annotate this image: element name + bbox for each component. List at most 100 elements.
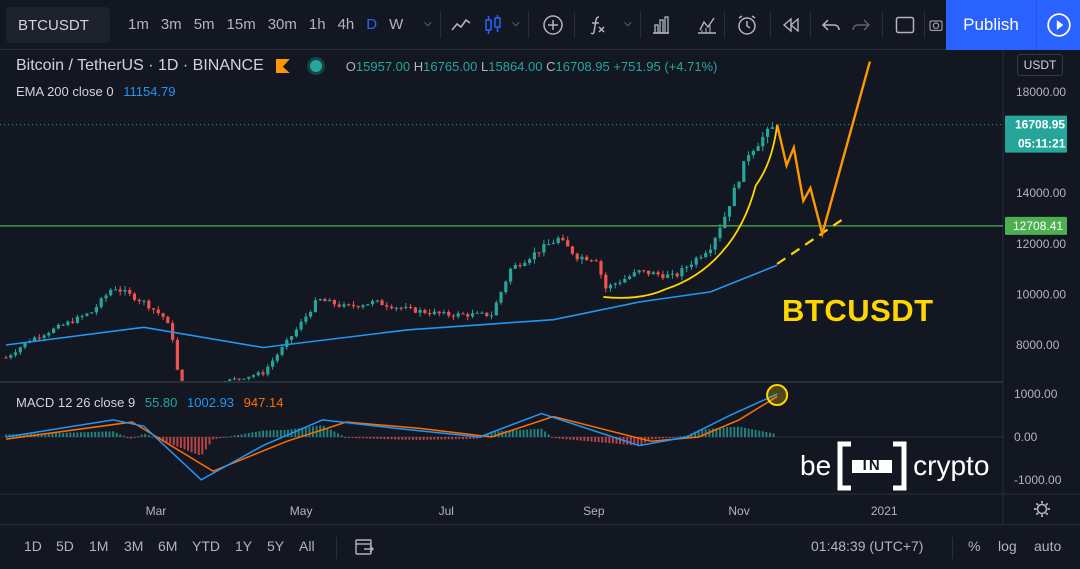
range-ytd[interactable]: YTD <box>192 538 220 554</box>
macd-histogram-bar <box>383 437 386 440</box>
candle-body <box>33 337 37 342</box>
candle-body <box>85 313 89 316</box>
parabolic-curve <box>603 124 778 299</box>
macd-histogram-bar <box>344 437 347 438</box>
clock-time[interactable]: 01:48:39 (UTC+7) <box>811 538 924 554</box>
candle-body <box>418 310 422 313</box>
macd-histogram-bar <box>83 432 86 437</box>
redo-icon[interactable] <box>846 9 876 41</box>
macd-histogram-bar <box>105 431 107 437</box>
camera-icon[interactable] <box>928 9 944 41</box>
candles-icon[interactable] <box>478 9 508 41</box>
macd-histogram-bar <box>151 436 154 438</box>
candle-body <box>489 315 494 317</box>
indicators-dropdown-icon[interactable]: ⌵ <box>624 18 632 29</box>
templates-icon[interactable] <box>692 9 722 41</box>
range-1d[interactable]: 1D <box>24 538 42 554</box>
chart-annotation: BTCUSDT <box>782 293 934 328</box>
replay-icon[interactable] <box>776 9 806 41</box>
macd-histogram-bar <box>761 431 764 437</box>
macd-histogram-bar <box>265 430 268 437</box>
macd-histogram-bar <box>469 437 472 439</box>
macd-legend[interactable]: MACD 12 26 close 9 55.80 1002.93 947.14 <box>16 395 283 410</box>
goto-date-icon[interactable] <box>352 535 376 564</box>
time-tick-label: Nov <box>728 504 749 518</box>
macd-histogram-bar <box>358 437 361 439</box>
macd-histogram-bar <box>615 437 618 444</box>
chart-style-icon[interactable] <box>446 9 476 41</box>
symbol-title[interactable]: Bitcoin / TetherUS · 1D · BINANCE <box>16 57 264 74</box>
macd-tick-label: 0.00 <box>1014 430 1038 444</box>
candle-body <box>704 253 708 258</box>
ema200-line <box>5 264 778 349</box>
candle-body <box>613 283 617 285</box>
range-6m[interactable]: 6M <box>158 538 178 554</box>
candle-body <box>18 347 22 353</box>
candle-body <box>589 260 594 262</box>
macd-histogram-bar <box>533 429 536 437</box>
ema-legend[interactable]: EMA 200 close 0 11154.79 <box>16 84 175 99</box>
macd-histogram-bar <box>62 432 65 437</box>
range-3m[interactable]: 3M <box>124 538 144 554</box>
candle-body <box>456 313 460 317</box>
auto-toggle[interactable]: auto <box>1034 538 1062 554</box>
macd-histogram-bar <box>365 437 368 439</box>
indicators-fx-icon[interactable] <box>582 9 612 41</box>
candle-body <box>37 337 41 339</box>
log-toggle[interactable]: log <box>998 538 1017 554</box>
macd-pane <box>0 384 1003 481</box>
intervals-dropdown-icon[interactable]: ⌵ <box>424 18 432 29</box>
macd-histogram-bar <box>769 432 771 437</box>
candle-body <box>156 309 160 314</box>
interval-5m[interactable]: 5m <box>193 16 215 33</box>
macd-histogram-bar <box>426 437 429 440</box>
macd-histogram-bar <box>97 431 100 437</box>
play-icon[interactable] <box>1036 0 1080 50</box>
range-all[interactable]: All <box>299 538 315 554</box>
interval-1h[interactable]: 1h <box>308 16 326 33</box>
macd-histogram-bar <box>412 437 414 440</box>
symbol-search[interactable]: BTCUSDT <box>6 7 110 43</box>
candle-body <box>318 299 322 301</box>
toolbar-divider <box>724 12 725 38</box>
watermark-crypto: crypto <box>913 450 990 481</box>
candle-body <box>47 333 51 336</box>
range-5y[interactable]: 5Y <box>267 538 285 554</box>
macd-histogram-bar <box>229 436 232 438</box>
candle-body <box>680 268 684 277</box>
interval-15m[interactable]: 15m <box>226 16 256 33</box>
macd-histogram-bar <box>665 437 668 438</box>
interval-1m[interactable]: 1m <box>128 16 149 33</box>
add-compare-icon[interactable] <box>538 9 568 41</box>
candle-body <box>561 237 565 241</box>
chart-type-dropdown-icon[interactable]: ⌵ <box>512 18 520 29</box>
exchange-flag-icon <box>275 59 290 73</box>
interval-3m[interactable]: 3m <box>160 16 182 33</box>
macd-histogram-bar <box>536 428 539 437</box>
candle-body <box>394 307 398 309</box>
interval-30m[interactable]: 30m <box>267 16 297 33</box>
interval-1w[interactable]: W <box>389 16 404 33</box>
currency-button[interactable]: USDT <box>1017 54 1063 76</box>
macd-histogram-bar <box>726 427 729 437</box>
candle-body <box>547 244 551 246</box>
candle-body <box>123 290 127 292</box>
financials-icon[interactable] <box>646 9 676 41</box>
range-5d[interactable]: 5D <box>56 538 74 554</box>
range-1y[interactable]: 1Y <box>235 538 253 554</box>
range-1m[interactable]: 1M <box>89 538 109 554</box>
candle-body <box>428 313 432 315</box>
macd-histogram-bar <box>604 437 607 443</box>
alert-clock-icon[interactable] <box>732 9 762 41</box>
undo-icon[interactable] <box>816 9 846 41</box>
percent-toggle[interactable]: % <box>968 538 981 554</box>
interval-1d[interactable]: D <box>366 16 378 33</box>
macd-histogram-bar <box>601 437 604 443</box>
macd-histogram-bar <box>19 434 22 437</box>
macd-histogram-bar <box>401 437 404 440</box>
interval-4h[interactable]: 4h <box>337 16 355 33</box>
settings-gear-icon[interactable] <box>1034 501 1050 517</box>
publish-button[interactable]: Publish <box>946 0 1036 50</box>
layout-icon[interactable] <box>890 9 920 41</box>
